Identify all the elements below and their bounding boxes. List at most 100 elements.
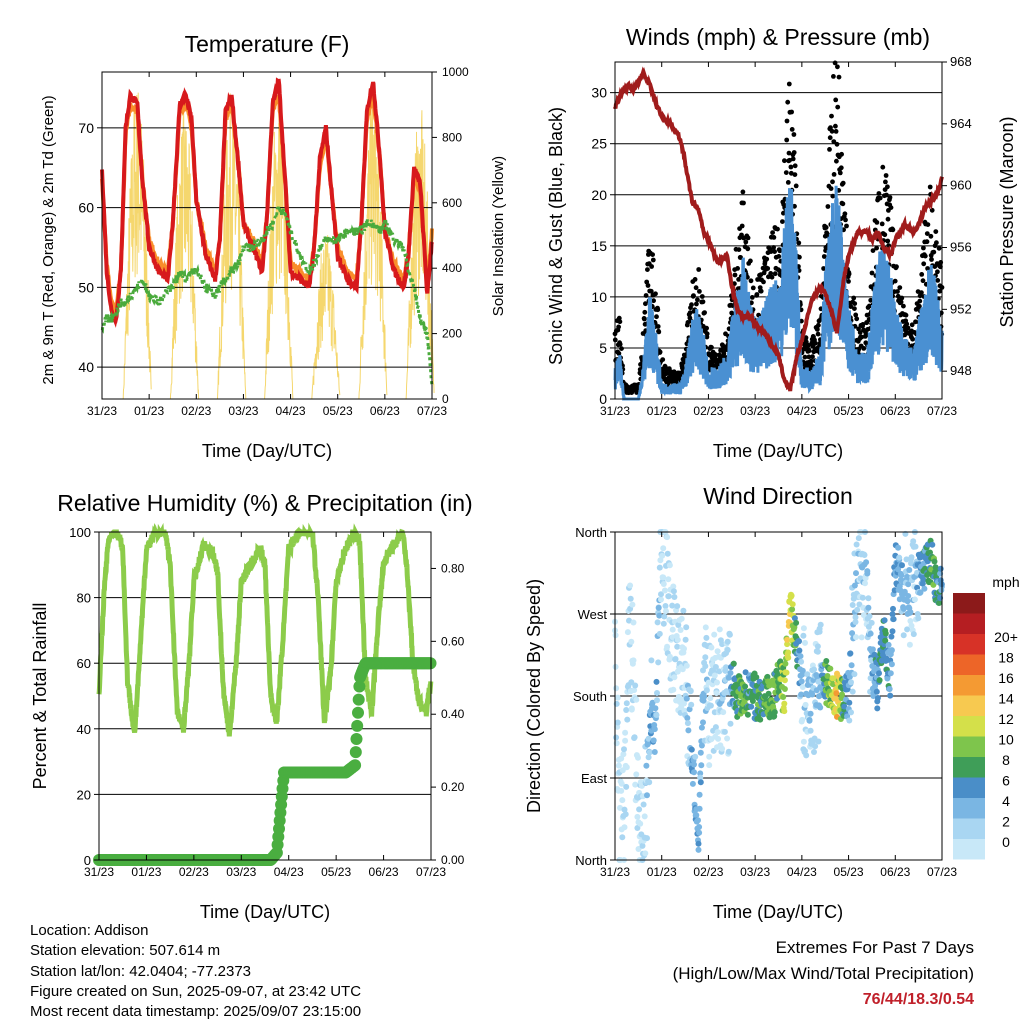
direction-point — [874, 695, 881, 701]
direction-point — [665, 593, 672, 600]
gust-point — [642, 309, 648, 315]
y2-tick-label: 0.40 — [441, 707, 465, 721]
direction-point — [904, 626, 911, 633]
direction-point — [912, 543, 919, 550]
gust-point — [917, 303, 922, 309]
direction-point — [895, 544, 902, 551]
gust-point — [789, 109, 794, 115]
gust-point — [697, 289, 702, 294]
direction-point — [684, 715, 691, 721]
direction-point — [888, 633, 895, 640]
extremes-heading: Extremes For Past 7 Days — [775, 938, 974, 957]
gust-point — [934, 240, 939, 246]
recent-text: Most recent data timestamp: 2025/09/07 2… — [30, 1003, 362, 1021]
gust-point — [833, 123, 838, 129]
gust-point — [815, 327, 820, 332]
colorbar-label: 20+ — [994, 629, 1018, 645]
gust-point — [699, 294, 705, 299]
gust-point — [879, 221, 885, 227]
direction-point — [889, 628, 896, 635]
gust-point — [851, 295, 857, 301]
gust-point — [833, 129, 839, 134]
gust-point — [936, 245, 942, 251]
2m-td-line — [100, 205, 434, 386]
y-tick-label: 40 — [78, 359, 94, 375]
gust-point — [761, 279, 766, 285]
direction-point — [876, 677, 883, 684]
direction-point — [643, 762, 650, 769]
direction-point — [846, 699, 853, 706]
direction-point — [839, 691, 845, 698]
direction-point — [887, 670, 894, 677]
direction-point — [889, 611, 896, 618]
direction-point — [617, 804, 623, 811]
direction-point — [640, 801, 647, 808]
direction-point — [882, 630, 889, 637]
y2-tick-label: 956 — [950, 240, 972, 255]
direction-point — [867, 675, 874, 682]
y-tick-label: 80 — [77, 591, 91, 606]
direction-point — [764, 673, 771, 680]
colorbar-swatch — [953, 634, 985, 655]
gust-point — [743, 239, 749, 245]
gust-point — [766, 274, 771, 280]
colorbar-label: 2 — [1002, 814, 1010, 830]
direction-point — [695, 840, 702, 847]
direction-point — [671, 674, 678, 681]
gust-point — [713, 352, 719, 358]
direction-point — [674, 643, 681, 650]
direction-point — [670, 583, 677, 590]
gust-point — [917, 298, 923, 304]
direction-point — [681, 645, 687, 652]
direction-point — [683, 695, 690, 702]
y-tick-label: 25 — [591, 136, 607, 152]
direction-point — [628, 679, 635, 686]
direction-point — [703, 634, 710, 641]
rainfall-point — [352, 706, 364, 719]
colorbar-swatch — [953, 613, 985, 634]
direction-point — [623, 707, 630, 713]
gust-point — [700, 299, 706, 305]
direction-point — [862, 580, 868, 587]
direction-point — [726, 631, 733, 638]
x-tick-label: 04/23 — [274, 865, 304, 879]
x-tick-label: 02/23 — [179, 865, 209, 879]
direction-point — [708, 644, 715, 651]
direction-point — [630, 657, 637, 664]
direction-point — [849, 602, 856, 608]
x-tick-label: 05/23 — [321, 865, 351, 879]
gust-point — [848, 304, 854, 309]
gust-point — [653, 291, 658, 297]
direction-point — [651, 749, 658, 755]
direction-point — [633, 696, 640, 703]
colorbar-swatch — [953, 798, 985, 819]
y2-tick-label: 0.60 — [441, 634, 465, 648]
direction-point — [714, 648, 721, 655]
direction-point — [785, 649, 792, 656]
gust-point — [846, 279, 851, 284]
direction-point — [663, 608, 669, 615]
direction-point — [671, 594, 678, 600]
gust-point — [791, 132, 797, 137]
direction-point — [910, 538, 917, 545]
gust-point — [797, 254, 802, 260]
direction-point — [711, 672, 718, 679]
gust-point — [831, 139, 837, 145]
direction-point — [890, 605, 896, 612]
x-tick-label: 07/23 — [416, 865, 446, 879]
direction-point — [824, 673, 831, 679]
gust-point — [884, 192, 889, 198]
gust-point — [649, 264, 654, 269]
direction-point — [799, 684, 806, 690]
direction-point — [815, 738, 822, 745]
gust-point — [828, 125, 833, 130]
direction-point — [782, 660, 789, 667]
gust-point — [651, 298, 656, 304]
direction-point — [666, 653, 673, 660]
gust-point — [836, 74, 842, 80]
direction-point — [780, 694, 787, 700]
gust-point — [788, 164, 794, 170]
direction-point — [695, 817, 701, 824]
gust-point — [758, 288, 764, 294]
gust-point — [648, 288, 654, 294]
